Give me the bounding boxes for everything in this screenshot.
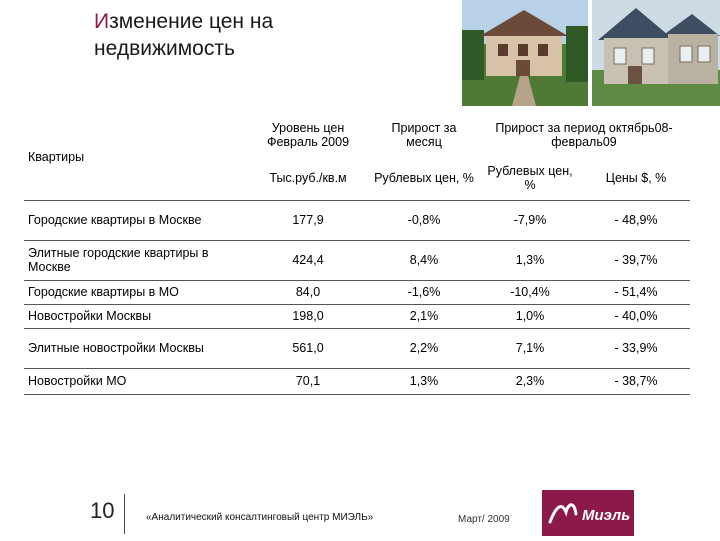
price-table: Квартиры Уровень цен Февраль 2009 Прирос… (24, 114, 690, 395)
row-level: 424,4 (292, 253, 324, 267)
subheader-monthly: Рублевых цен, % (374, 170, 474, 185)
house-photos (462, 0, 720, 106)
footer-source: «Аналитический консалтинговый центр МИЭЛ… (146, 512, 374, 523)
row-name: Элитные городские квартиры в Москве (28, 246, 209, 274)
row-period-rub: -10,4% (510, 285, 550, 299)
title-line2: недвижимость (94, 37, 235, 60)
house-photo-left (462, 0, 588, 106)
house-photo-right (592, 0, 720, 106)
subheader-level: Тыс.руб./кв.м (269, 170, 347, 185)
row-period-usd: - 33,9% (614, 341, 658, 355)
table-row: Новостройки МО 70,1 1,3% 2,3% - 38,7% (24, 368, 690, 394)
svg-text:Миэль: Миэль (582, 507, 630, 524)
row-monthly: -0,8% (407, 213, 441, 227)
page-number: 10 (90, 498, 115, 523)
row-name: Городские квартиры в МО (28, 285, 179, 299)
table-row: Городские квартиры в МО 84,0 -1,6% -10,4… (24, 280, 690, 304)
title-line1: зменение цен на (109, 10, 274, 33)
row-name: Новостройки МО (28, 374, 127, 388)
row-level: 177,9 (292, 213, 324, 227)
row-period-rub: 1,0% (515, 309, 545, 323)
row-period-usd: - 51,4% (614, 285, 658, 299)
row-period-usd: - 38,7% (614, 374, 658, 388)
page-title: Изменение цен на недвижимость (94, 8, 273, 62)
row-level: 198,0 (292, 309, 324, 323)
footer-divider (124, 494, 125, 534)
row-level: 70,1 (295, 374, 321, 388)
corner-label: Квартиры (28, 149, 85, 164)
table-row: Элитные новостройки Москвы 561,0 2,2% 7,… (24, 328, 690, 368)
row-monthly: 2,1% (409, 309, 439, 323)
row-period-usd: - 40,0% (614, 309, 658, 323)
row-period-usd: - 48,9% (614, 213, 658, 227)
title-first-letter: И (94, 10, 110, 33)
table-row: Новостройки Москвы 198,0 2,1% 1,0% - 40,… (24, 304, 690, 328)
row-name: Элитные новостройки Москвы (28, 341, 204, 355)
row-monthly: -1,6% (407, 285, 441, 299)
row-monthly: 8,4% (409, 253, 439, 267)
row-name: Городские квартиры в Москве (28, 213, 202, 227)
subheader-period-usd: Цены $, % (605, 170, 667, 185)
row-level: 84,0 (295, 285, 321, 299)
header-period: Прирост за период октябрь08-февраль09 (495, 121, 673, 149)
row-name: Новостройки Москвы (28, 309, 152, 323)
header-monthly: Прирост за месяц (391, 121, 457, 149)
row-monthly: 1,3% (409, 374, 439, 388)
row-period-rub: -7,9% (513, 213, 547, 227)
row-monthly: 2,2% (409, 341, 439, 355)
row-period-usd: - 39,7% (614, 253, 658, 267)
footer-date: Март/ 2009 (458, 514, 510, 525)
row-period-rub: 1,3% (515, 253, 545, 267)
table-row: Городские квартиры в Москве 177,9 -0,8% … (24, 200, 690, 240)
table-row: Элитные городские квартиры в Москве 424,… (24, 240, 690, 280)
header-level: Уровень цен Февраль 2009 (266, 121, 350, 149)
row-period-rub: 2,3% (515, 374, 545, 388)
company-logo: Миэль (542, 490, 634, 536)
row-level: 561,0 (292, 341, 324, 355)
row-period-rub: 7,1% (515, 341, 545, 355)
subheader-period-rub: Рублевых цен, % (487, 163, 573, 192)
